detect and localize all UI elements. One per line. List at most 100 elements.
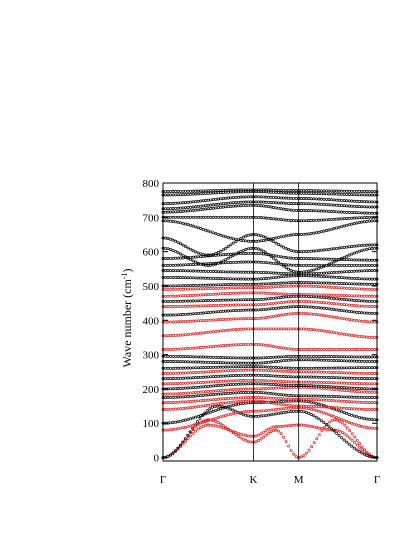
branch-11-point bbox=[176, 376, 180, 380]
branch-10-point bbox=[279, 380, 283, 383]
branch-0-point bbox=[211, 419, 215, 423]
branch-13-point bbox=[184, 366, 188, 370]
branch-23-point bbox=[204, 287, 208, 291]
branch-34-point bbox=[347, 204, 351, 208]
branch-9-point bbox=[204, 385, 208, 389]
branch-3-point bbox=[362, 425, 366, 429]
branch-29-point bbox=[350, 252, 354, 256]
branch-31-point bbox=[340, 225, 344, 229]
branch-37-point bbox=[249, 188, 253, 192]
branch-24-point bbox=[299, 281, 303, 284]
branch-37-point bbox=[332, 189, 336, 193]
branch-22-point bbox=[166, 294, 170, 298]
branch-36-point bbox=[211, 191, 215, 195]
branch-6-point bbox=[219, 397, 223, 401]
branch-8-point bbox=[362, 390, 366, 394]
branch-29-point bbox=[327, 262, 331, 266]
branch-15-point bbox=[264, 356, 268, 360]
branch-0-point bbox=[330, 418, 334, 422]
branch-12-point bbox=[342, 371, 346, 375]
branch-16-point bbox=[317, 348, 321, 351]
branch-21-point bbox=[370, 299, 374, 303]
branch-36-point bbox=[196, 192, 200, 196]
branch-33-point bbox=[312, 209, 316, 213]
branch-18-point bbox=[272, 314, 275, 318]
branch-22-point bbox=[365, 294, 369, 298]
branch-7-point bbox=[226, 391, 230, 395]
branch-3-point bbox=[314, 409, 318, 412]
branch-5-point bbox=[360, 407, 364, 411]
branch-16-point bbox=[309, 348, 313, 351]
branch-30-point bbox=[370, 243, 374, 247]
branch-36-point bbox=[314, 192, 318, 195]
branch-22-point bbox=[360, 294, 364, 298]
branch-28-point bbox=[226, 252, 230, 256]
branch-32-point bbox=[219, 215, 223, 219]
branch-16-point bbox=[264, 343, 268, 347]
branch-21-point bbox=[239, 298, 243, 302]
branch-13-point bbox=[337, 366, 341, 370]
branch-9-point bbox=[214, 384, 218, 388]
branch-25-point bbox=[226, 277, 230, 281]
branch-27-point bbox=[357, 263, 361, 267]
branch-25-point bbox=[340, 276, 344, 280]
branch-17-point bbox=[360, 335, 364, 339]
branch-15-point bbox=[274, 355, 278, 359]
branch-31-point bbox=[264, 238, 268, 242]
branch-16-point bbox=[370, 348, 374, 351]
branch-0-point bbox=[277, 429, 281, 433]
branch-16-point bbox=[239, 343, 243, 347]
branch-28-point bbox=[171, 256, 175, 260]
branch-3-point bbox=[226, 413, 230, 417]
branch-16-point bbox=[312, 348, 316, 351]
branch-12-point bbox=[335, 371, 339, 375]
branch-34-point bbox=[181, 206, 185, 210]
branch-17-point bbox=[236, 327, 240, 331]
branch-31-point bbox=[164, 219, 167, 223]
branch-6-point bbox=[355, 400, 359, 404]
branch-5-point bbox=[166, 407, 170, 411]
branch-30-point bbox=[319, 248, 323, 252]
branch-6-point bbox=[327, 398, 331, 402]
branch-7-point bbox=[209, 393, 213, 397]
branch-21-point bbox=[269, 297, 273, 300]
branch-33-point bbox=[181, 209, 185, 213]
branch-6-point bbox=[284, 397, 288, 401]
branch-20-point bbox=[219, 303, 223, 307]
branch-11-point bbox=[335, 376, 339, 380]
branch-29-point bbox=[184, 255, 188, 259]
branch-26-point bbox=[186, 269, 190, 273]
branch-20-point bbox=[257, 303, 260, 307]
branch-28-point bbox=[325, 257, 328, 261]
branch-28 bbox=[161, 251, 379, 262]
branch-18-point bbox=[370, 320, 374, 324]
branch-32-point bbox=[327, 218, 331, 222]
branch-25-point bbox=[221, 277, 225, 281]
branch-4-point bbox=[373, 418, 376, 422]
branch-0-point bbox=[244, 439, 248, 442]
branch-13-point bbox=[292, 366, 296, 370]
branch-32-point bbox=[206, 215, 210, 219]
branch-12-point bbox=[239, 368, 243, 372]
branch-30-point bbox=[284, 246, 288, 250]
branch-21-point bbox=[302, 294, 306, 298]
branch-17-point bbox=[327, 330, 331, 334]
branch-1-point bbox=[186, 437, 190, 441]
branch-34-point bbox=[216, 202, 220, 206]
branch-15-point bbox=[226, 356, 230, 360]
branch-25-point bbox=[367, 277, 371, 281]
branch-9-point bbox=[274, 383, 278, 387]
branch-37-point bbox=[274, 188, 278, 192]
branch-10-point bbox=[282, 380, 286, 384]
branch-10-point bbox=[209, 380, 213, 384]
branch-26-point bbox=[169, 269, 172, 273]
branch-7-point bbox=[327, 394, 331, 398]
branch-32-point bbox=[350, 216, 354, 220]
branch-13-point bbox=[365, 366, 369, 370]
branch-12-point bbox=[325, 370, 328, 374]
branch-17-point bbox=[189, 332, 193, 336]
branch-21-point bbox=[357, 299, 361, 303]
branch-25-point bbox=[277, 275, 281, 279]
branch-7-point bbox=[287, 393, 291, 397]
branch-35-point bbox=[302, 197, 306, 200]
